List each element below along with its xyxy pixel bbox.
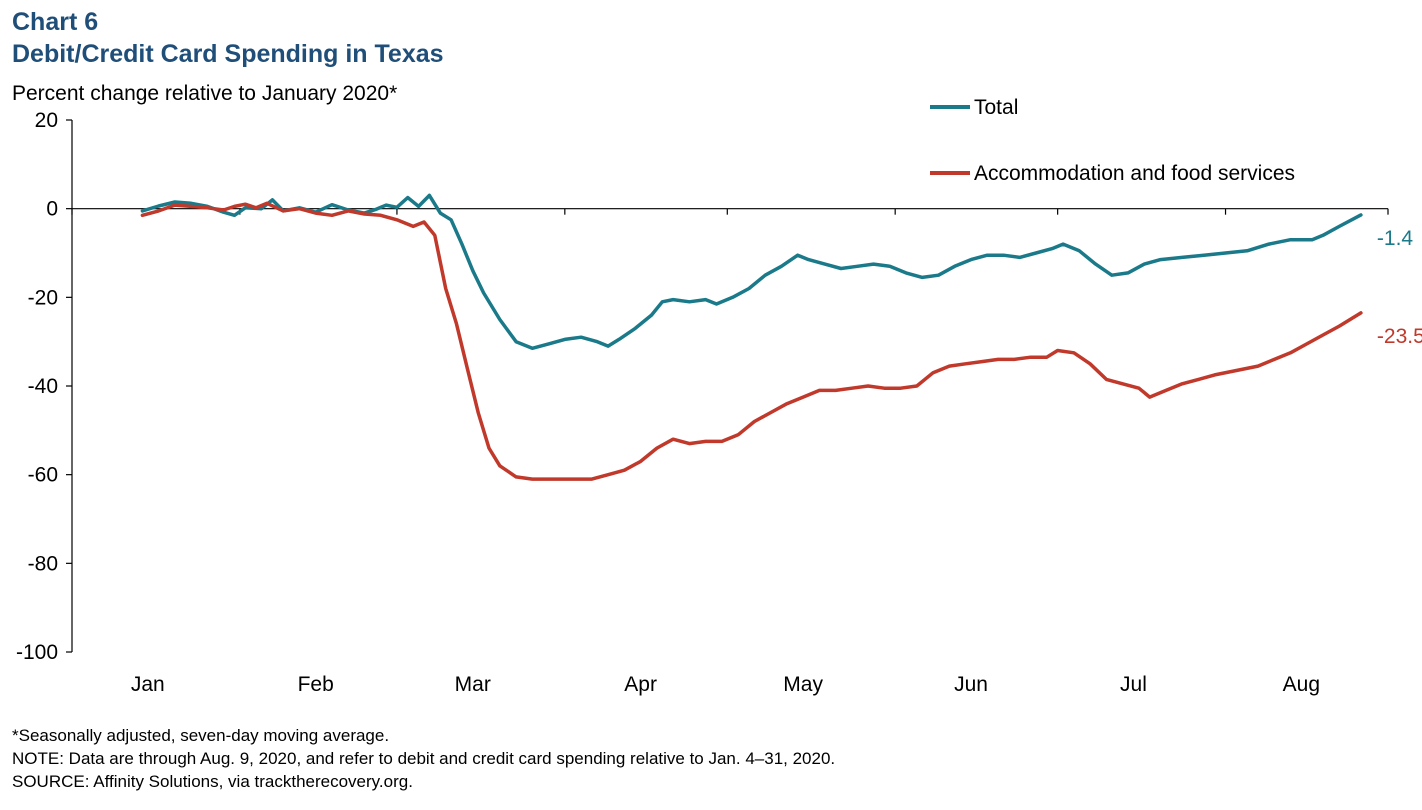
series-line-total — [140, 193, 1363, 351]
end-label-total: -1.4 — [1377, 227, 1414, 250]
footnote-seasonal: *Seasonally adjusted, seven-day moving a… — [12, 726, 390, 745]
y-tick-label: 20 — [35, 109, 58, 132]
x-tick-label: Apr — [624, 673, 657, 696]
x-tick-label: Feb — [298, 673, 334, 696]
legend-label: Accommodation and food services — [974, 162, 1295, 185]
x-tick-label: Jun — [954, 673, 988, 696]
y-tick-label: -80 — [28, 552, 58, 575]
footnote-note: NOTE: Data are through Aug. 9, 2020, and… — [12, 749, 836, 768]
y-tick-label: -100 — [16, 641, 58, 664]
y-tick-label: -40 — [28, 375, 58, 398]
y-unit-label: Percent change relative to January 2020* — [12, 82, 398, 105]
x-tick-label: Aug — [1283, 673, 1320, 696]
y-tick-label: -60 — [28, 464, 58, 487]
y-tick-label: -20 — [28, 286, 58, 309]
x-tick-label: Jul — [1120, 673, 1147, 696]
footnote-source: SOURCE: Affinity Solutions, via trackthe… — [12, 772, 413, 791]
x-tick-label: May — [783, 673, 823, 696]
x-tick-label: Mar — [455, 673, 491, 696]
x-tick-label: Jan — [131, 673, 165, 696]
end-label-accommodation-food: -23.5 — [1377, 325, 1422, 348]
chart-title: Debit/Credit Card Spending in Texas — [12, 40, 444, 68]
chart-number: Chart 6 — [12, 8, 99, 36]
legend-label: Total — [974, 96, 1018, 119]
y-tick-label: 0 — [46, 198, 58, 221]
series-line-accommodation-food — [140, 201, 1363, 481]
footnotes: *Seasonally adjusted, seven-day moving a… — [12, 724, 835, 793]
